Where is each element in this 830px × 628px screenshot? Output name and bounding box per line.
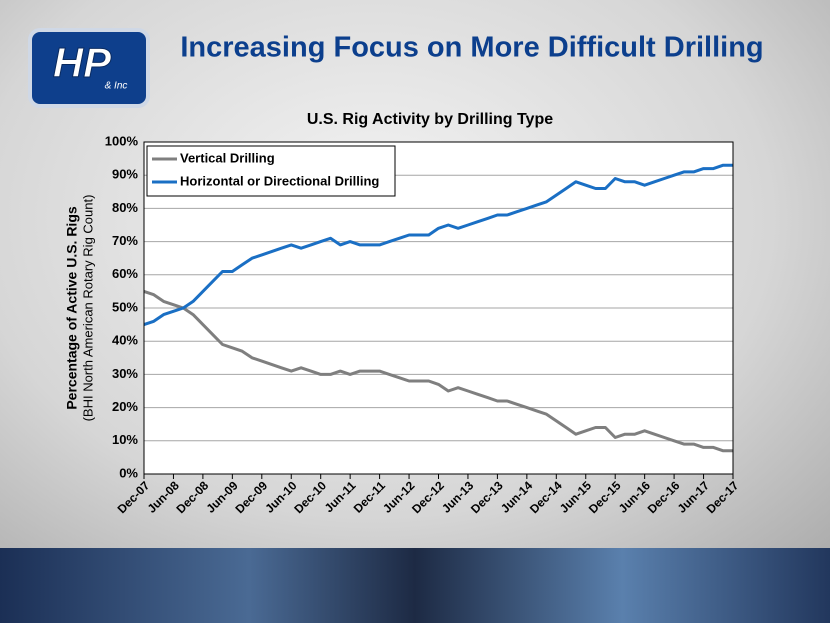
slide-title: Increasing Focus on More Difficult Drill… (180, 32, 763, 64)
y-tick-label: 10% (112, 432, 138, 447)
y-tick-label: 20% (112, 399, 138, 414)
y-tick-label: 80% (112, 200, 138, 215)
y-tick-label: 60% (112, 266, 138, 281)
photo-strip (0, 548, 830, 623)
chart-title: U.S. Rig Activity by Drilling Type (307, 111, 553, 128)
y-axis-subtitle: (BHI North American Rotary Rig Count) (80, 195, 95, 422)
logo-text: HP (53, 39, 112, 86)
plot-border (143, 141, 734, 475)
y-tick-label: 100% (105, 133, 139, 148)
y-tick-label: 70% (112, 233, 138, 248)
series-line (143, 289, 733, 453)
y-tick-label: 40% (112, 333, 138, 348)
legend-label: Vertical Drilling (180, 150, 275, 165)
y-tick-label: 90% (112, 167, 138, 182)
logo-subtext: & Inc (105, 81, 128, 92)
y-axis-title: Percentage of Active U.S. Rigs (64, 206, 80, 410)
logo: HP & Inc (28, 28, 150, 108)
logo-badge (28, 28, 150, 108)
y-tick-label: 30% (112, 366, 138, 381)
series-line (143, 163, 733, 327)
y-tick-label: 0% (119, 465, 138, 480)
legend-label: Horizontal or Directional Drilling (180, 173, 379, 188)
legend-box (146, 145, 396, 197)
y-tick-label: 50% (112, 299, 138, 314)
